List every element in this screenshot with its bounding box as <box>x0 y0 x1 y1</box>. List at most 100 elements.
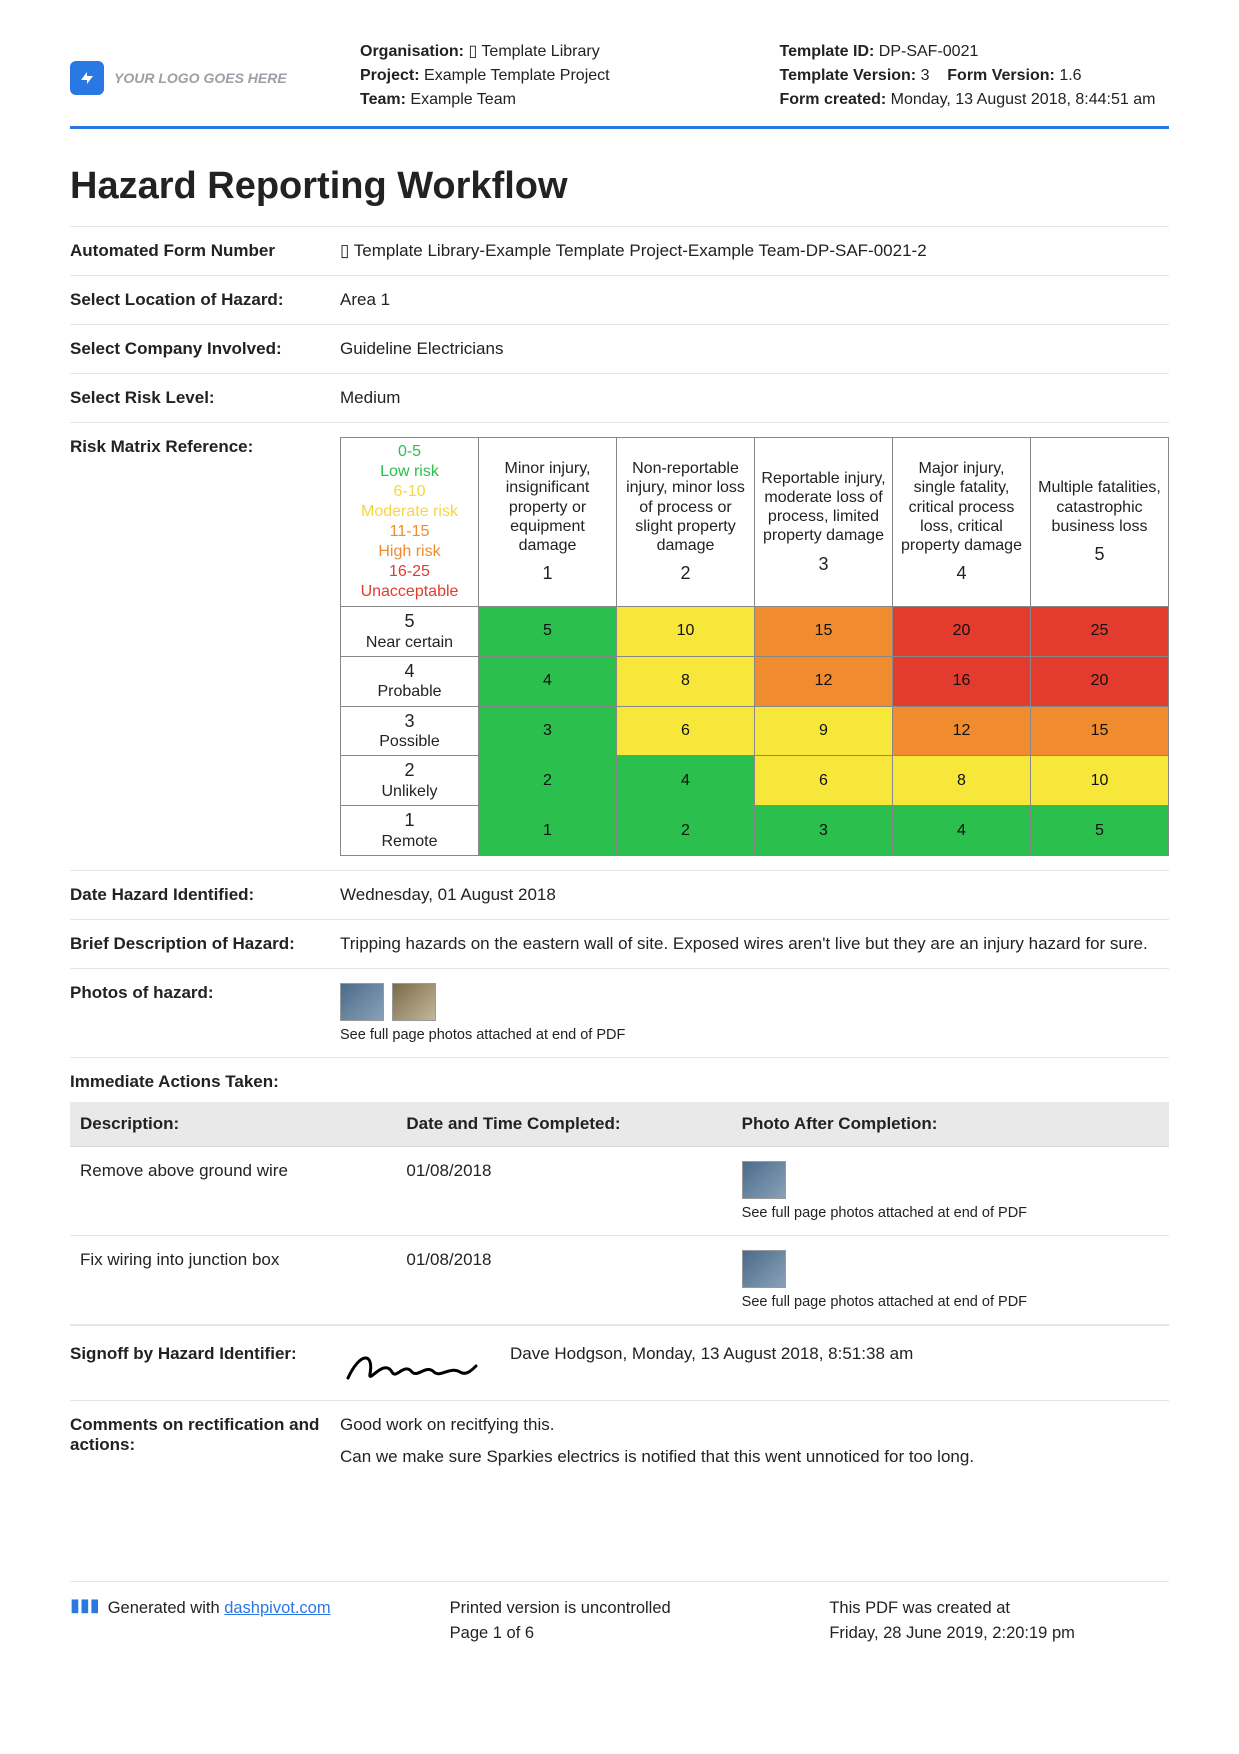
matrix-col-header: Multiple fatalities, catastrophic busine… <box>1031 438 1169 607</box>
template-id-value: DP-SAF-0021 <box>879 43 979 60</box>
matrix-cell: 5 <box>479 607 617 657</box>
matrix-cell: 8 <box>617 656 755 706</box>
matrix-cell: 3 <box>479 706 617 756</box>
matrix-cell: 2 <box>617 806 755 856</box>
form-number-value: ▯ Template Library-Example Template Proj… <box>340 241 1169 261</box>
risk-level-label: Select Risk Level: <box>70 388 320 408</box>
matrix-row-header: 4Probable <box>341 656 479 706</box>
matrix-cell: 20 <box>893 607 1031 657</box>
logo-icon <box>70 61 104 95</box>
risk-matrix: 0-5Low risk6-10Moderate risk11-15High ri… <box>340 437 1169 856</box>
action-photo-note: See full page photos attached at end of … <box>742 1294 1159 1310</box>
description-label: Brief Description of Hazard: <box>70 934 320 954</box>
dashpivot-link[interactable]: dashpivot.com <box>224 1599 330 1617</box>
header-meta-right: Template ID: DP-SAF-0021 Template Versio… <box>780 40 1170 112</box>
header-meta-left: Organisation: ▯ Template Library Project… <box>360 40 750 112</box>
comments-line: Can we make sure Sparkies electrics is n… <box>340 1447 1169 1467</box>
matrix-cell: 12 <box>755 656 893 706</box>
page-footer: ▮▮▮ Generated with dashpivot.com Printed… <box>70 1581 1169 1646</box>
field-company: Select Company Involved: Guideline Elect… <box>70 324 1169 373</box>
matrix-col-header: Minor injury, insignificant property or … <box>479 438 617 607</box>
logo-block: YOUR LOGO GOES HERE <box>70 40 330 112</box>
matrix-col-header: Reportable injury, moderate loss of proc… <box>755 438 893 607</box>
hazard-photo-thumb <box>340 983 384 1021</box>
matrix-cell: 20 <box>1031 656 1169 706</box>
action-date: 01/08/2018 <box>396 1235 731 1324</box>
matrix-cell: 2 <box>479 756 617 806</box>
template-version-label: Template Version: <box>780 67 917 84</box>
generated-prefix: Generated with <box>108 1599 224 1617</box>
risk-level-value: Medium <box>340 388 1169 408</box>
actions-table: Description:Date and Time Completed:Phot… <box>70 1102 1169 1325</box>
matrix-cell: 15 <box>1031 706 1169 756</box>
matrix-col-header: Non-reportable injury, minor loss of pro… <box>617 438 755 607</box>
matrix-cell: 9 <box>755 706 893 756</box>
action-photo-cell: See full page photos attached at end of … <box>732 1146 1169 1235</box>
description-value: Tripping hazards on the eastern wall of … <box>340 934 1169 954</box>
footer-right: This PDF was created at Friday, 28 June … <box>829 1596 1169 1646</box>
matrix-row-header: 2Unlikely <box>341 756 479 806</box>
project-value: Example Template Project <box>424 67 610 84</box>
team-value: Example Team <box>410 91 516 108</box>
matrix-cell: 6 <box>617 706 755 756</box>
field-date-identified: Date Hazard Identified: Wednesday, 01 Au… <box>70 870 1169 919</box>
field-location: Select Location of Hazard: Area 1 <box>70 275 1169 324</box>
date-identified-value: Wednesday, 01 August 2018 <box>340 885 1169 905</box>
action-description: Fix wiring into junction box <box>70 1235 396 1324</box>
date-identified-label: Date Hazard Identified: <box>70 885 320 905</box>
location-label: Select Location of Hazard: <box>70 290 320 310</box>
form-number-label: Automated Form Number <box>70 241 320 261</box>
signoff-label: Signoff by Hazard Identifier: <box>70 1344 320 1390</box>
footer-page: Page 1 of 6 <box>450 1621 790 1646</box>
footer-uncontrolled: Printed version is uncontrolled <box>450 1596 790 1621</box>
action-photo-cell: See full page photos attached at end of … <box>732 1235 1169 1324</box>
location-value: Area 1 <box>340 290 1169 310</box>
document-header: YOUR LOGO GOES HERE Organisation: ▯ Temp… <box>70 40 1169 129</box>
org-value: ▯ Template Library <box>468 43 599 60</box>
comments-value: Good work on recitfying this. Can we mak… <box>340 1415 1169 1467</box>
matrix-cell: 4 <box>479 656 617 706</box>
matrix-cell: 4 <box>893 806 1031 856</box>
org-label: Organisation: <box>360 43 464 60</box>
matrix-row-header: 1Remote <box>341 806 479 856</box>
footer-middle: Printed version is uncontrolled Page 1 o… <box>450 1596 790 1646</box>
risk-matrix-table: 0-5Low risk6-10Moderate risk11-15High ri… <box>340 437 1169 856</box>
footer-generated: ▮▮▮ Generated with dashpivot.com <box>70 1596 410 1646</box>
form-version-label: Form Version: <box>947 67 1055 84</box>
comments-line: Good work on recitfying this. <box>340 1415 1169 1435</box>
actions-col-header: Date and Time Completed: <box>396 1102 731 1147</box>
field-form-number: Automated Form Number ▯ Template Library… <box>70 226 1169 275</box>
matrix-cell: 1 <box>479 806 617 856</box>
field-risk-matrix: Risk Matrix Reference: 0-5Low risk6-10Mo… <box>70 422 1169 870</box>
matrix-cell: 3 <box>755 806 893 856</box>
matrix-cell: 16 <box>893 656 1031 706</box>
field-photos: Photos of hazard: See full page photos a… <box>70 968 1169 1057</box>
matrix-cell: 10 <box>617 607 755 657</box>
project-label: Project: <box>360 67 420 84</box>
form-created-value: Monday, 13 August 2018, 8:44:51 am <box>891 91 1156 108</box>
signature-image <box>340 1344 480 1390</box>
template-id-label: Template ID: <box>780 43 875 60</box>
matrix-cell: 15 <box>755 607 893 657</box>
matrix-cell: 10 <box>1031 756 1169 806</box>
field-risk-level: Select Risk Level: Medium <box>70 373 1169 422</box>
matrix-row-header: 3Possible <box>341 706 479 756</box>
action-photo-note: See full page photos attached at end of … <box>742 1205 1159 1221</box>
matrix-legend-cell: 0-5Low risk6-10Moderate risk11-15High ri… <box>341 438 479 607</box>
action-description: Remove above ground wire <box>70 1146 396 1235</box>
form-created-label: Form created: <box>780 91 887 108</box>
immediate-actions-heading: Immediate Actions Taken: <box>70 1057 1169 1102</box>
company-value: Guideline Electricians <box>340 339 1169 359</box>
matrix-cell: 5 <box>1031 806 1169 856</box>
photos-value: See full page photos attached at end of … <box>340 983 1169 1043</box>
dashpivot-icon: ▮▮▮ <box>70 1596 100 1614</box>
matrix-cell: 8 <box>893 756 1031 806</box>
risk-matrix-label: Risk Matrix Reference: <box>70 437 320 457</box>
matrix-row-header: 5Near certain <box>341 607 479 657</box>
signoff-text: Dave Hodgson, Monday, 13 August 2018, 8:… <box>510 1344 1169 1390</box>
matrix-cell: 25 <box>1031 607 1169 657</box>
field-description: Brief Description of Hazard: Tripping ha… <box>70 919 1169 968</box>
page-title: Hazard Reporting Workflow <box>70 165 1169 208</box>
action-date: 01/08/2018 <box>396 1146 731 1235</box>
footer-created-date: Friday, 28 June 2019, 2:20:19 pm <box>829 1621 1169 1646</box>
